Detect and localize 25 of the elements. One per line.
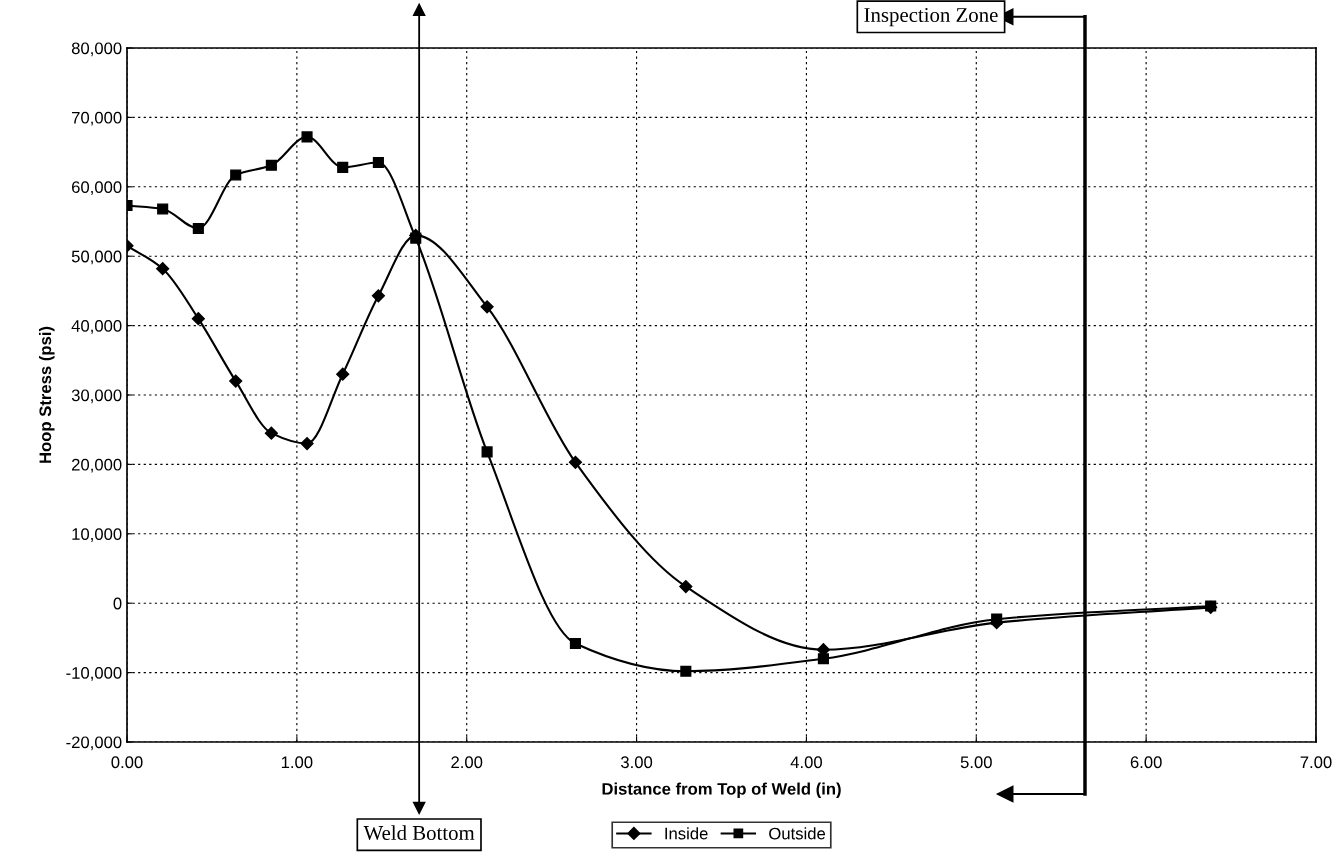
- ref-line-label: Weld Bottom: [363, 825, 475, 841]
- y-axis-title: Hoop Stress (psi): [38, 326, 55, 463]
- legend-label: Outside: [769, 827, 826, 840]
- y-tick-label: 60,000: [72, 181, 122, 195]
- x-tick-label: 4.00: [790, 756, 822, 769]
- x-axis-title: Distance from Top of Weld (in): [602, 782, 841, 799]
- x-tick-label: 3.00: [620, 756, 653, 769]
- y-tick-label: 30,000: [71, 389, 122, 404]
- legend-label: Inside: [665, 827, 708, 840]
- x-tick-label: 6.00: [1130, 756, 1162, 769]
- y-tick-label: 40,000: [71, 320, 122, 334]
- y-tick-label: 0: [113, 597, 122, 610]
- x-tick-label: 2.00: [451, 756, 483, 769]
- y-tick-label: 80,000: [71, 42, 122, 57]
- x-tick-label: 1.00: [281, 756, 313, 769]
- y-tick-label: 70,000: [72, 111, 122, 126]
- x-tick-label: 0.00: [111, 756, 143, 769]
- y-tick-label: 10,000: [72, 528, 122, 542]
- ref-line-label: Inspection Zone: [864, 7, 998, 27]
- x-tick-label: 5.00: [960, 756, 992, 769]
- x-tick-label: 7.00: [1300, 756, 1332, 769]
- y-tick-label: -10,000: [66, 667, 122, 681]
- y-tick-label: -20,000: [66, 736, 122, 751]
- y-tick-label: 20,000: [72, 458, 122, 473]
- y-tick-label: 50,000: [71, 250, 122, 265]
